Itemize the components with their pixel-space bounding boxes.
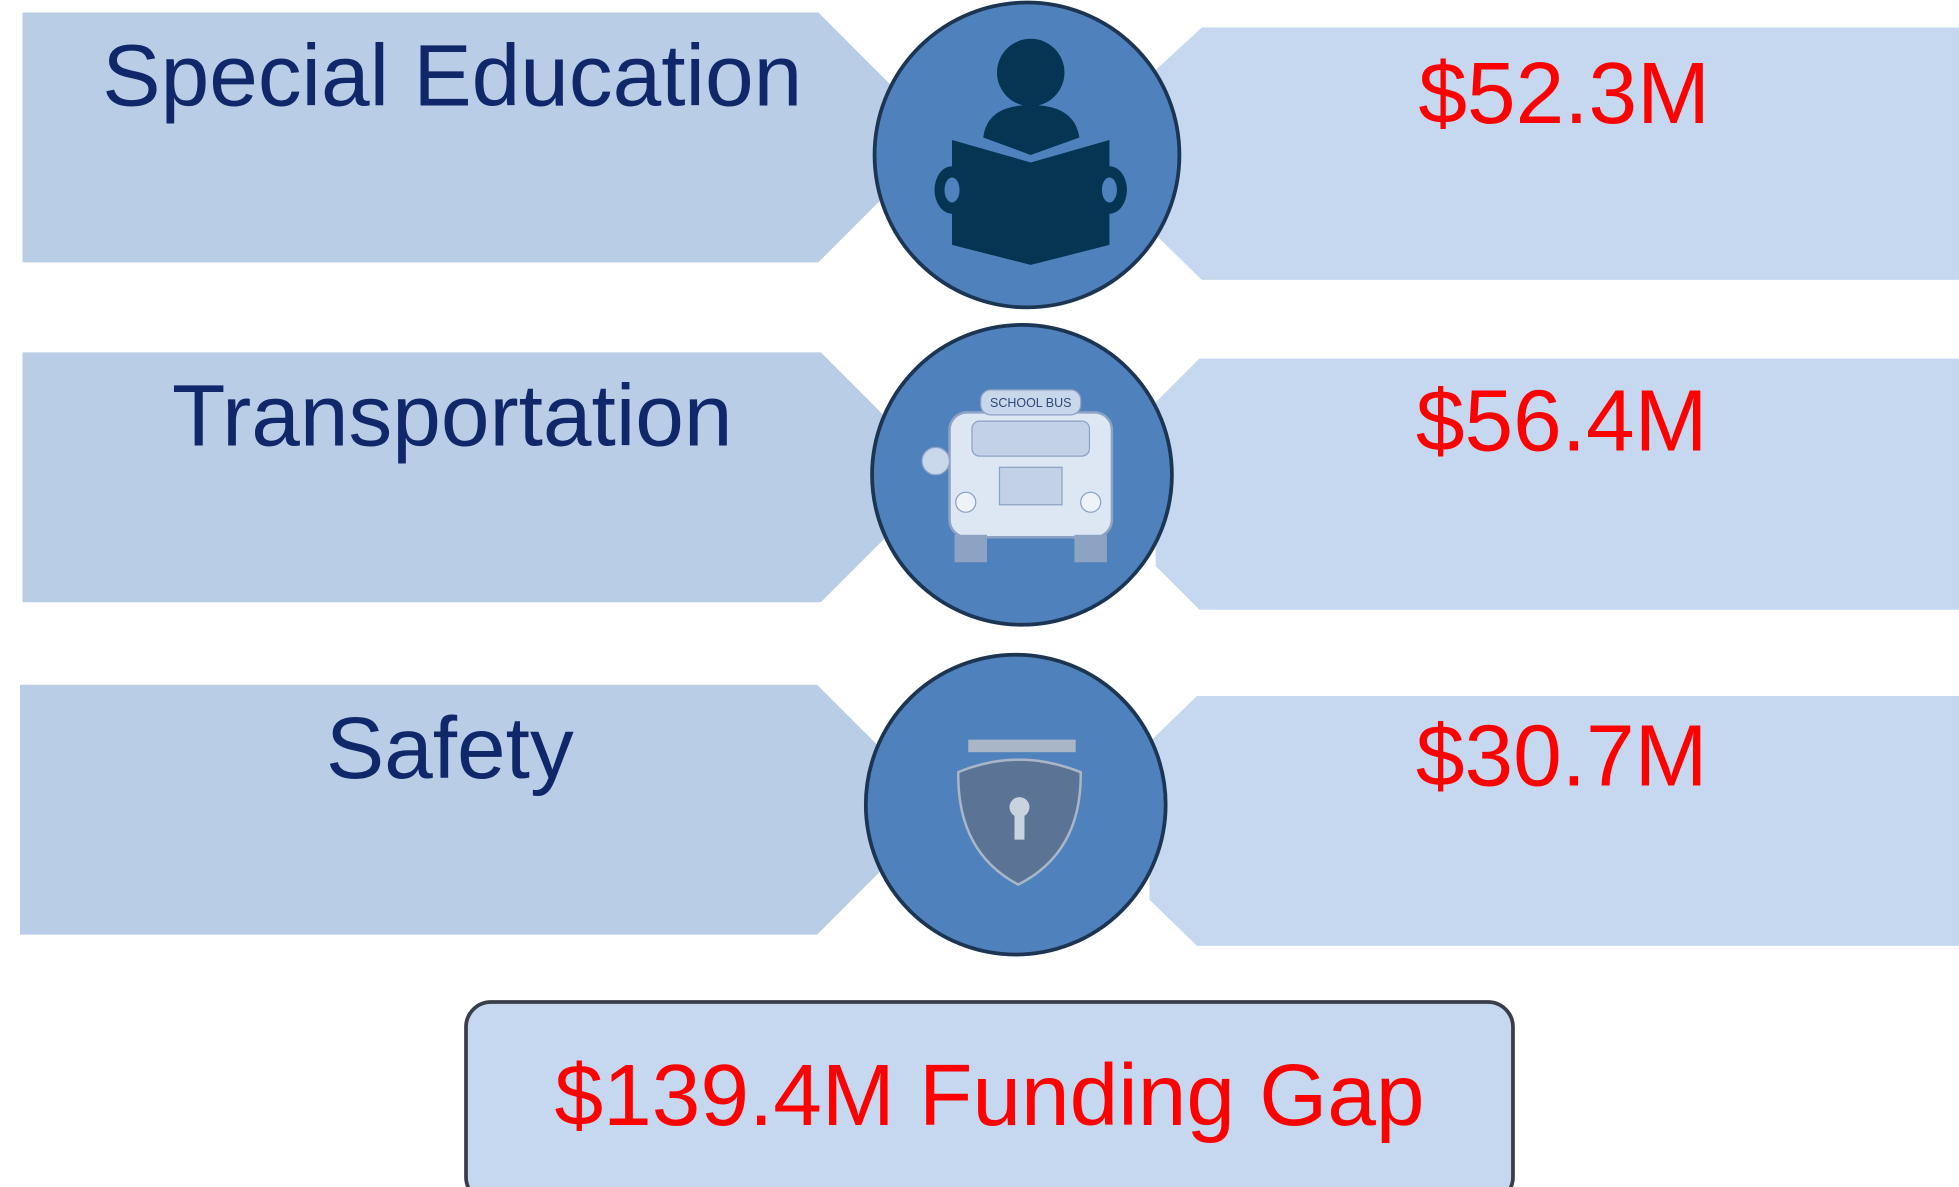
row-special-education: Special Education $52.3M — [22, 3, 1959, 308]
row-transportation: SCHOOL BUS Transportation $56.4M — [22, 325, 1959, 625]
category-label: Safety — [326, 699, 574, 797]
total-label: $139.4M Funding Gap — [554, 1046, 1424, 1144]
amount: $56.4M — [1416, 371, 1708, 469]
amount: $30.7M — [1416, 706, 1708, 804]
row-safety: Safety $30.7M — [20, 655, 1959, 955]
infographic: Special Education $52.3M SCHOOL BUS Tran… — [0, 0, 1959, 1187]
category-label: Transportation — [172, 366, 733, 464]
category-label: Special Education — [102, 27, 802, 125]
amount: $52.3M — [1418, 44, 1710, 142]
bus-sign: SCHOOL BUS — [990, 396, 1071, 410]
page: Special Education $52.3M SCHOOL BUS Tran… — [0, 0, 1959, 1187]
